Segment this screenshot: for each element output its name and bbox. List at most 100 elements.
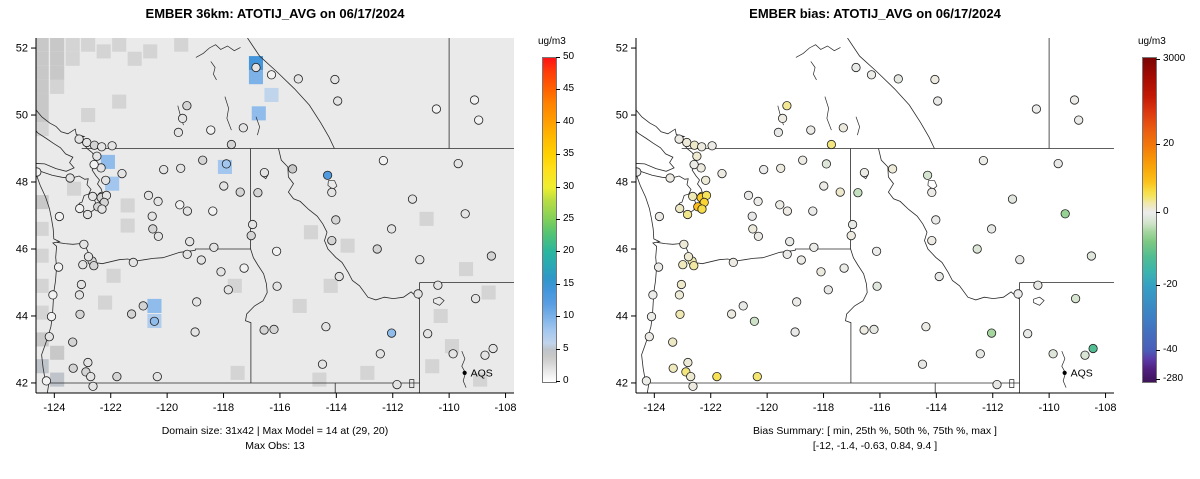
station-point bbox=[871, 246, 882, 256]
station-point bbox=[79, 239, 89, 249]
y-axis-tick-label: 44 bbox=[616, 310, 628, 322]
station-point bbox=[271, 246, 282, 256]
station-point bbox=[683, 357, 693, 368]
station-point bbox=[851, 62, 861, 73]
station-point bbox=[986, 328, 997, 338]
station-point bbox=[88, 191, 98, 201]
station-point bbox=[668, 363, 678, 373]
x-axis-tick-label: -124 bbox=[643, 402, 665, 414]
station-point bbox=[152, 371, 162, 382]
station-point bbox=[413, 289, 423, 299]
map-border-line bbox=[845, 248, 868, 383]
y-axis-tick-label: 48 bbox=[616, 177, 628, 189]
station-point bbox=[54, 211, 65, 222]
station-point bbox=[148, 224, 158, 234]
station-point bbox=[1048, 349, 1058, 359]
aqs-legend-dot bbox=[1062, 370, 1067, 376]
station-point bbox=[48, 290, 58, 300]
station-point bbox=[933, 96, 943, 106]
model-grid-cell bbox=[230, 365, 245, 380]
map-border-line bbox=[255, 116, 260, 136]
station-point bbox=[53, 262, 64, 272]
x-axis-tick-label: -112 bbox=[982, 402, 1003, 414]
x-axis-tick-label: -112 bbox=[382, 402, 403, 414]
model-grid-cell bbox=[174, 38, 189, 52]
station-point bbox=[65, 173, 75, 183]
station-point bbox=[182, 101, 192, 111]
station-point bbox=[101, 175, 111, 185]
model-grid-cell bbox=[36, 107, 49, 123]
y-axis-tick-label: 52 bbox=[16, 43, 28, 55]
station-point bbox=[674, 290, 685, 300]
station-point bbox=[972, 244, 982, 254]
map-border-line bbox=[278, 148, 420, 301]
map-border-line bbox=[247, 38, 335, 149]
station-point bbox=[173, 127, 183, 137]
station-point bbox=[777, 113, 788, 124]
station-point bbox=[88, 381, 98, 391]
station-point bbox=[838, 123, 848, 133]
station-point bbox=[82, 137, 92, 148]
model-grid-cell bbox=[312, 372, 327, 387]
left-panel-title: EMBER 36km: ATOTIJ_AVG on 06/17/2024 bbox=[145, 6, 405, 21]
right-panel-title: EMBER bias: ATOTIJ_AVG on 06/17/2024 bbox=[749, 6, 1001, 21]
station-point bbox=[469, 95, 480, 105]
station-point bbox=[372, 244, 382, 254]
station-point bbox=[76, 279, 87, 290]
station-point bbox=[89, 160, 99, 170]
station-point bbox=[701, 175, 711, 185]
map-border-line bbox=[810, 61, 817, 81]
map-border-line bbox=[409, 379, 415, 388]
x-axis-tick-label: -122 bbox=[700, 402, 722, 414]
aqs-legend-dot bbox=[462, 370, 467, 376]
model-grid-cell bbox=[112, 94, 127, 109]
station-point bbox=[846, 231, 856, 241]
map-border-line bbox=[824, 96, 832, 131]
colorbar-tick-label: 20 bbox=[1163, 137, 1175, 149]
colorbar-tick-label: 50 bbox=[563, 51, 575, 62]
station-point bbox=[636, 167, 642, 177]
station-point bbox=[835, 187, 845, 197]
station-point bbox=[747, 211, 757, 221]
right-colorbar-gradient bbox=[1143, 58, 1156, 382]
colorbar-tick-label: 5 bbox=[563, 342, 569, 354]
x-axis-tick-label: -110 bbox=[1039, 402, 1060, 414]
y-axis-tick-label: 50 bbox=[16, 110, 28, 122]
station-point bbox=[782, 101, 792, 111]
station-point bbox=[474, 115, 484, 125]
station-point bbox=[433, 280, 443, 290]
station-point bbox=[143, 190, 154, 200]
station-point bbox=[782, 206, 793, 216]
station-point bbox=[266, 70, 277, 80]
station-point bbox=[128, 257, 138, 267]
station-point bbox=[322, 170, 333, 180]
station-point bbox=[176, 163, 186, 173]
colorbar-tick-label: -40 bbox=[1163, 343, 1178, 355]
model-grid-cell bbox=[81, 38, 96, 52]
station-point bbox=[153, 231, 163, 241]
colorbar-tick bbox=[556, 219, 560, 220]
station-point bbox=[272, 281, 282, 291]
station-point bbox=[470, 293, 481, 304]
right-colorbar bbox=[1142, 57, 1157, 383]
colorbar-tick-label: 20 bbox=[563, 245, 575, 257]
station-point bbox=[1013, 289, 1023, 299]
x-axis-tick-label: -120 bbox=[756, 402, 778, 414]
station-point bbox=[675, 309, 685, 319]
y-axis-tick-label: 50 bbox=[616, 110, 628, 122]
map-border-line bbox=[461, 350, 467, 388]
station-point bbox=[689, 160, 699, 170]
model-grid-cell bbox=[360, 365, 375, 380]
station-point bbox=[646, 311, 657, 322]
station-point bbox=[1031, 104, 1042, 114]
colorbar-tick-label: 3000 bbox=[1163, 52, 1186, 64]
station-point bbox=[853, 188, 863, 198]
model-grid-cell bbox=[65, 51, 80, 66]
station-point bbox=[859, 325, 869, 335]
station-point bbox=[738, 301, 748, 311]
station-point bbox=[823, 285, 833, 295]
model-grid-cell bbox=[96, 44, 111, 59]
colorbar-tick bbox=[556, 57, 560, 58]
colorbar-tick-label: 0 bbox=[1163, 205, 1169, 217]
station-point bbox=[74, 290, 85, 300]
